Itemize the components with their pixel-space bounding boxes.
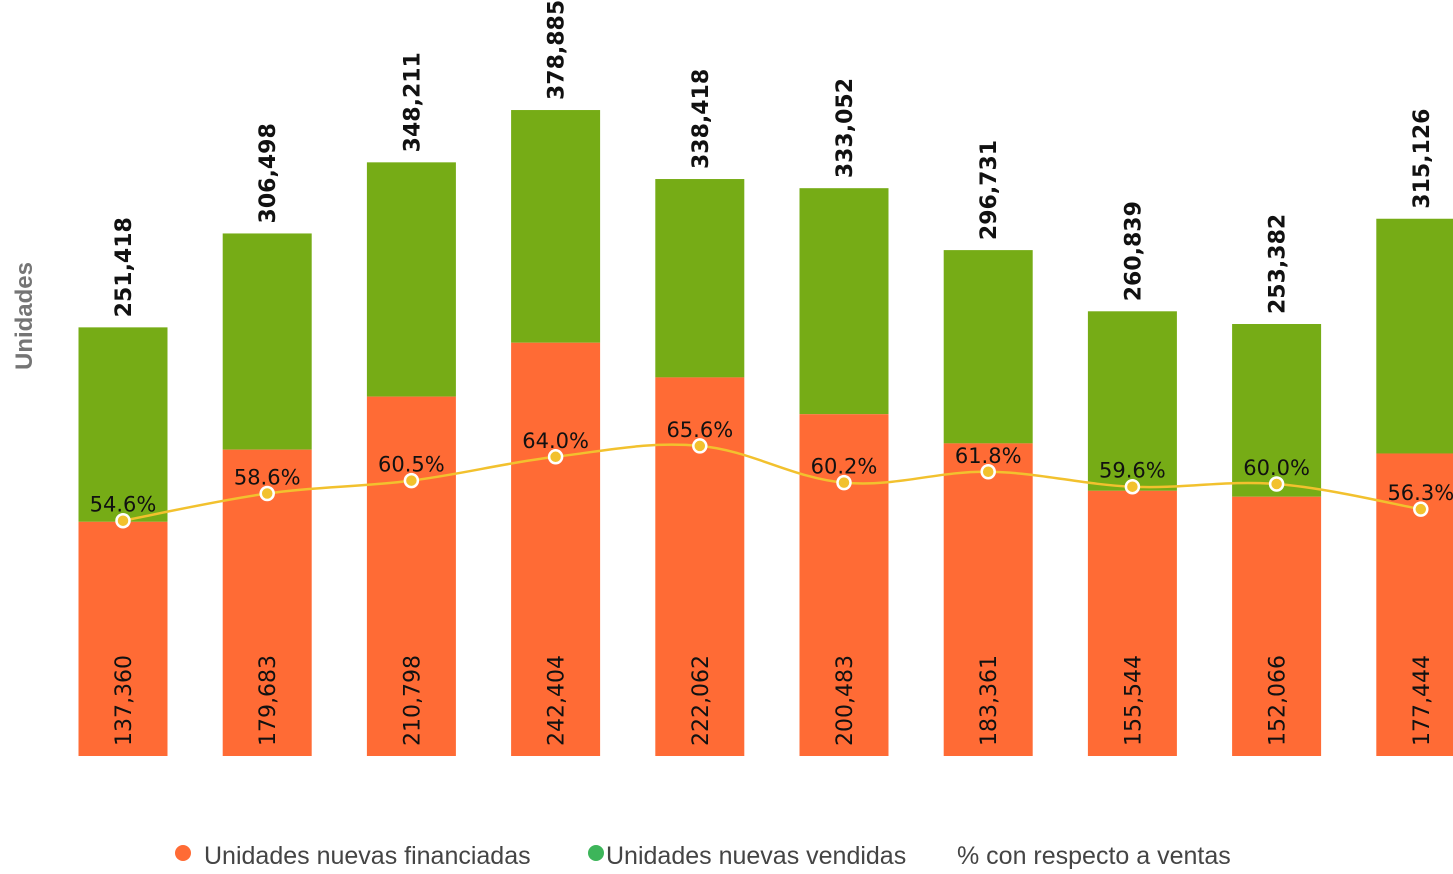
bar-sold — [655, 179, 744, 377]
bar-sold — [511, 110, 600, 343]
bar-financed-label: 155,544 — [1121, 655, 1146, 746]
bar-total-label: 378,885 — [545, 0, 570, 100]
y-axis-label: Unidades — [11, 262, 38, 370]
bar-financed-label: 137,360 — [112, 655, 137, 746]
bar-total-label: 253,382 — [1266, 214, 1291, 314]
bar-financed-label: 179,683 — [256, 655, 281, 746]
percentage-label: 56.3% — [1387, 481, 1453, 505]
percentage-label: 60.5% — [378, 453, 445, 477]
bar-financed-label: 177,444 — [1410, 655, 1435, 746]
legend: Unidades nuevas financiadas Unidades nuev… — [175, 842, 1231, 869]
percentage-label: 61.8% — [955, 444, 1022, 468]
bar-total-label: 348,211 — [400, 52, 425, 152]
bar-sold — [800, 188, 889, 414]
percentage-label: 65.6% — [666, 418, 733, 442]
bar-financed-label: 200,483 — [833, 655, 858, 746]
percentage-line — [123, 445, 1421, 521]
percentage-label: 64.0% — [522, 429, 589, 453]
legend-label-financed: Unidades nuevas financiadas — [204, 842, 531, 869]
bar-financed-label: 152,066 — [1266, 655, 1291, 746]
bar-total-label: 338,418 — [689, 69, 714, 169]
bar-sold — [367, 162, 456, 396]
bar-total-label: 251,418 — [112, 217, 137, 317]
bar-sold — [223, 233, 312, 449]
bar-total-label: 260,839 — [1121, 201, 1146, 301]
bar-total-label: 296,731 — [977, 140, 1002, 240]
legend-marker-sold — [588, 845, 604, 861]
percentage-label: 60.0% — [1243, 456, 1310, 480]
percentage-label: 58.6% — [234, 466, 301, 490]
bar-sold — [944, 250, 1033, 443]
bar-total-label: 333,052 — [833, 78, 858, 178]
legend-label-sold: Unidades nuevas vendidas — [606, 842, 906, 869]
bar-financed-label: 210,798 — [400, 655, 425, 746]
percentage-label: 60.2% — [811, 455, 878, 479]
bar-financed-label: 183,361 — [977, 655, 1002, 746]
bar-financed-label: 222,062 — [689, 655, 714, 746]
percentage-label: 59.6% — [1099, 459, 1166, 483]
bar-financed-label: 242,404 — [545, 655, 570, 746]
legend-marker-financed — [175, 845, 191, 861]
legend-label-percentage: % con respecto a ventas — [957, 842, 1231, 869]
percentage-line-layer — [117, 439, 1428, 527]
bars-layer — [79, 110, 1453, 756]
bar-total-label: 315,126 — [1410, 109, 1435, 209]
bar-total-label: 306,498 — [256, 123, 281, 223]
percentage-label: 54.6% — [90, 493, 157, 517]
bar-sold — [1376, 219, 1453, 454]
